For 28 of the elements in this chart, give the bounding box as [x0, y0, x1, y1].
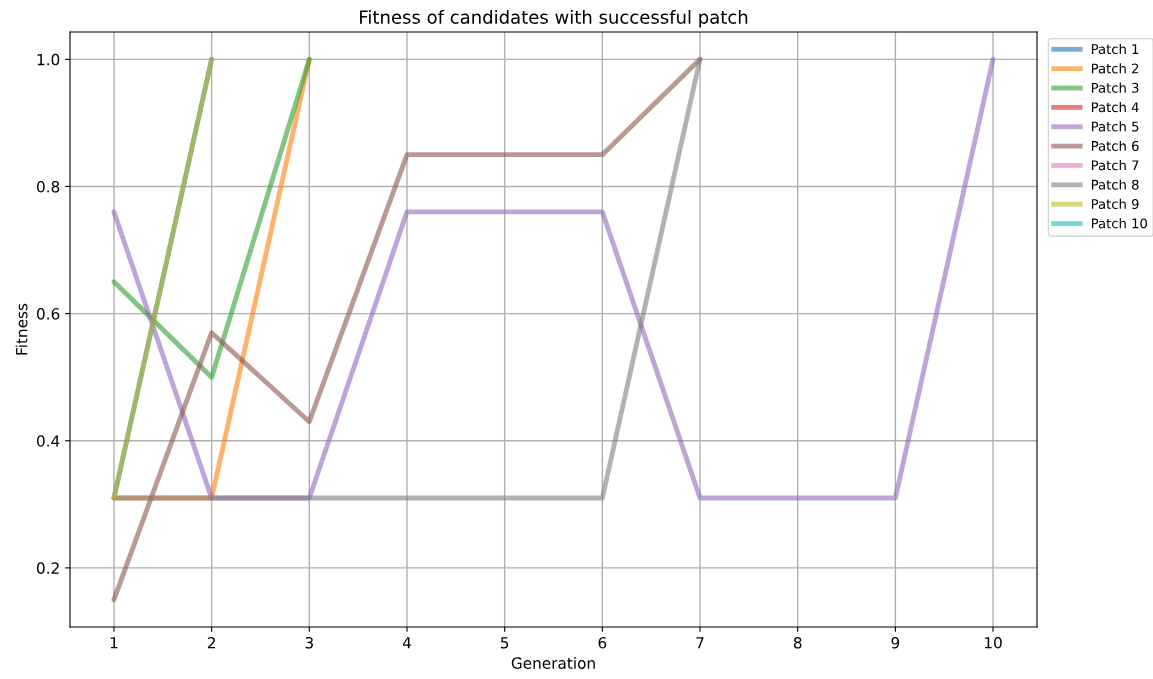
y-tick-label: 0.8: [36, 180, 60, 193]
y-tick-label: 1.0: [37, 53, 60, 66]
x-tick-label: 4: [402, 637, 411, 649]
chart-title: Fitness of candidates with successful patch: [360, 9, 748, 28]
legend-label: Patch 1: [1091, 43, 1139, 55]
x-tick-label: 7: [696, 637, 704, 649]
legend-label: Patch 2: [1091, 63, 1139, 74]
x-tick-label: 10: [985, 636, 1002, 649]
legend-label: Patch 6: [1091, 140, 1139, 151]
legend-label: Patch 10: [1091, 218, 1147, 229]
legend-label: Patch 4: [1091, 101, 1139, 113]
x-tick-label: 5: [500, 637, 509, 649]
y-tick-label: 0.6: [36, 308, 60, 320]
legend-label: Patch 7: [1091, 160, 1139, 171]
y-tick-label: 0.2: [36, 562, 59, 574]
x-axis-title: Generation: [511, 657, 595, 669]
x-tick-label: 9: [891, 636, 900, 649]
x-tick-label: 1: [110, 637, 118, 649]
x-tick-label: 6: [598, 636, 607, 649]
x-tick-label: 2: [207, 636, 215, 649]
x-tick-label: 3: [305, 636, 313, 649]
y-axis-title: Fitness: [15, 303, 28, 355]
x-tick-label: 8: [793, 636, 802, 649]
legend-label: Patch 3: [1091, 82, 1139, 93]
legend-label: Patch 8: [1091, 179, 1139, 190]
legend-label: Patch 9: [1091, 198, 1139, 210]
y-tick-label: 0.4: [36, 435, 60, 447]
legend-label: Patch 5: [1091, 121, 1139, 132]
